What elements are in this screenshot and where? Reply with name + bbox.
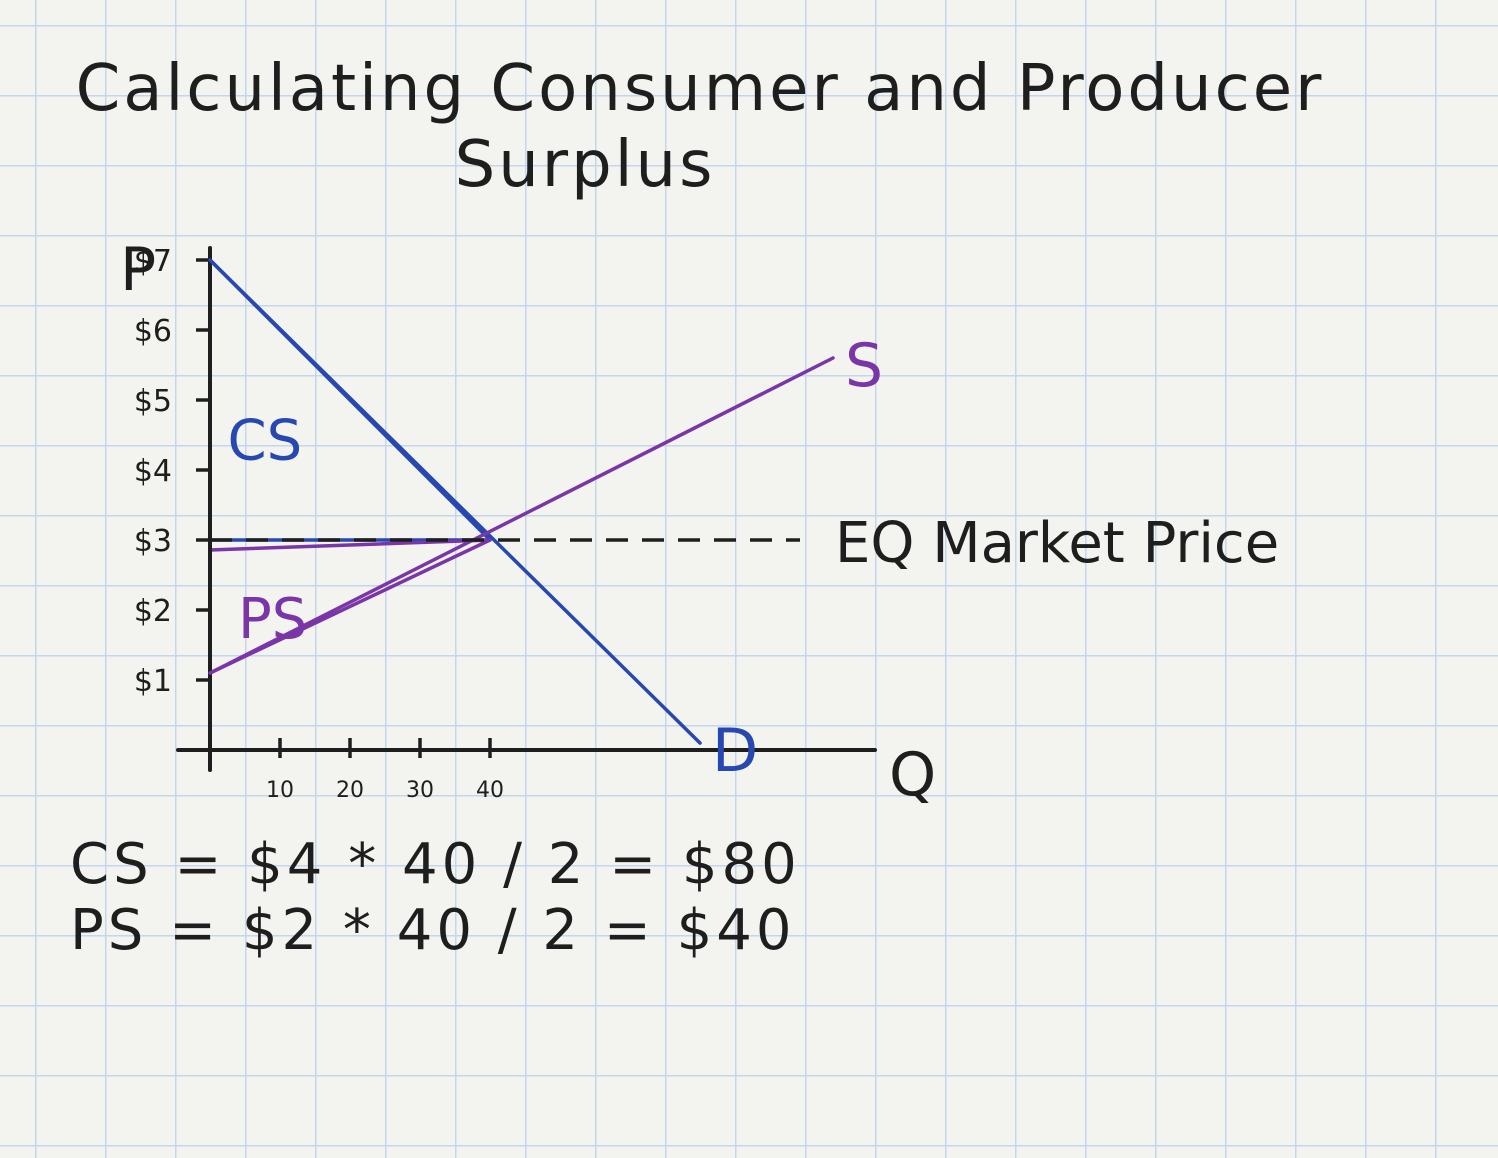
x-tick-label: 40: [476, 778, 504, 803]
curves: [208, 258, 835, 745]
y-tick-label: $1: [134, 664, 172, 699]
x-tick-label: 10: [266, 778, 294, 803]
cs-label: CS: [228, 409, 303, 474]
y-tick-label: $5: [134, 384, 172, 419]
equilibrium-label: EQ Market Price: [835, 511, 1279, 576]
axes: $1 $2 $3 $4 $5 $6 $7 10 20 30 40 P Q: [120, 235, 936, 810]
chart-labels: D S EQ Market Price CS PS: [228, 331, 1280, 786]
curve-label-S: S: [845, 331, 883, 401]
curve-S: [208, 356, 835, 675]
y-tick-label: $4: [134, 454, 172, 489]
curve-D: [208, 258, 702, 745]
y-tick-label: $2: [134, 594, 172, 629]
y-axis-label: P: [120, 235, 156, 305]
ps-label: PS: [238, 587, 307, 652]
x-tick-label: 30: [406, 778, 434, 803]
curve-label-D: D: [712, 716, 758, 786]
y-tick-label: $7: [134, 244, 172, 279]
x-axis-label: Q: [889, 740, 936, 810]
ps-equation: PS = $2 * 40 / 2 = $40: [70, 898, 796, 963]
title-line-1: Calculating Consumer and Producer: [75, 52, 1325, 126]
cs-equation: CS = $4 * 40 / 2 = $80: [70, 832, 801, 897]
title-line-2: Surplus: [454, 128, 716, 202]
y-tick-label: $6: [134, 314, 172, 349]
x-tick-label: 20: [336, 778, 364, 803]
y-tick-label: $3: [134, 524, 172, 559]
